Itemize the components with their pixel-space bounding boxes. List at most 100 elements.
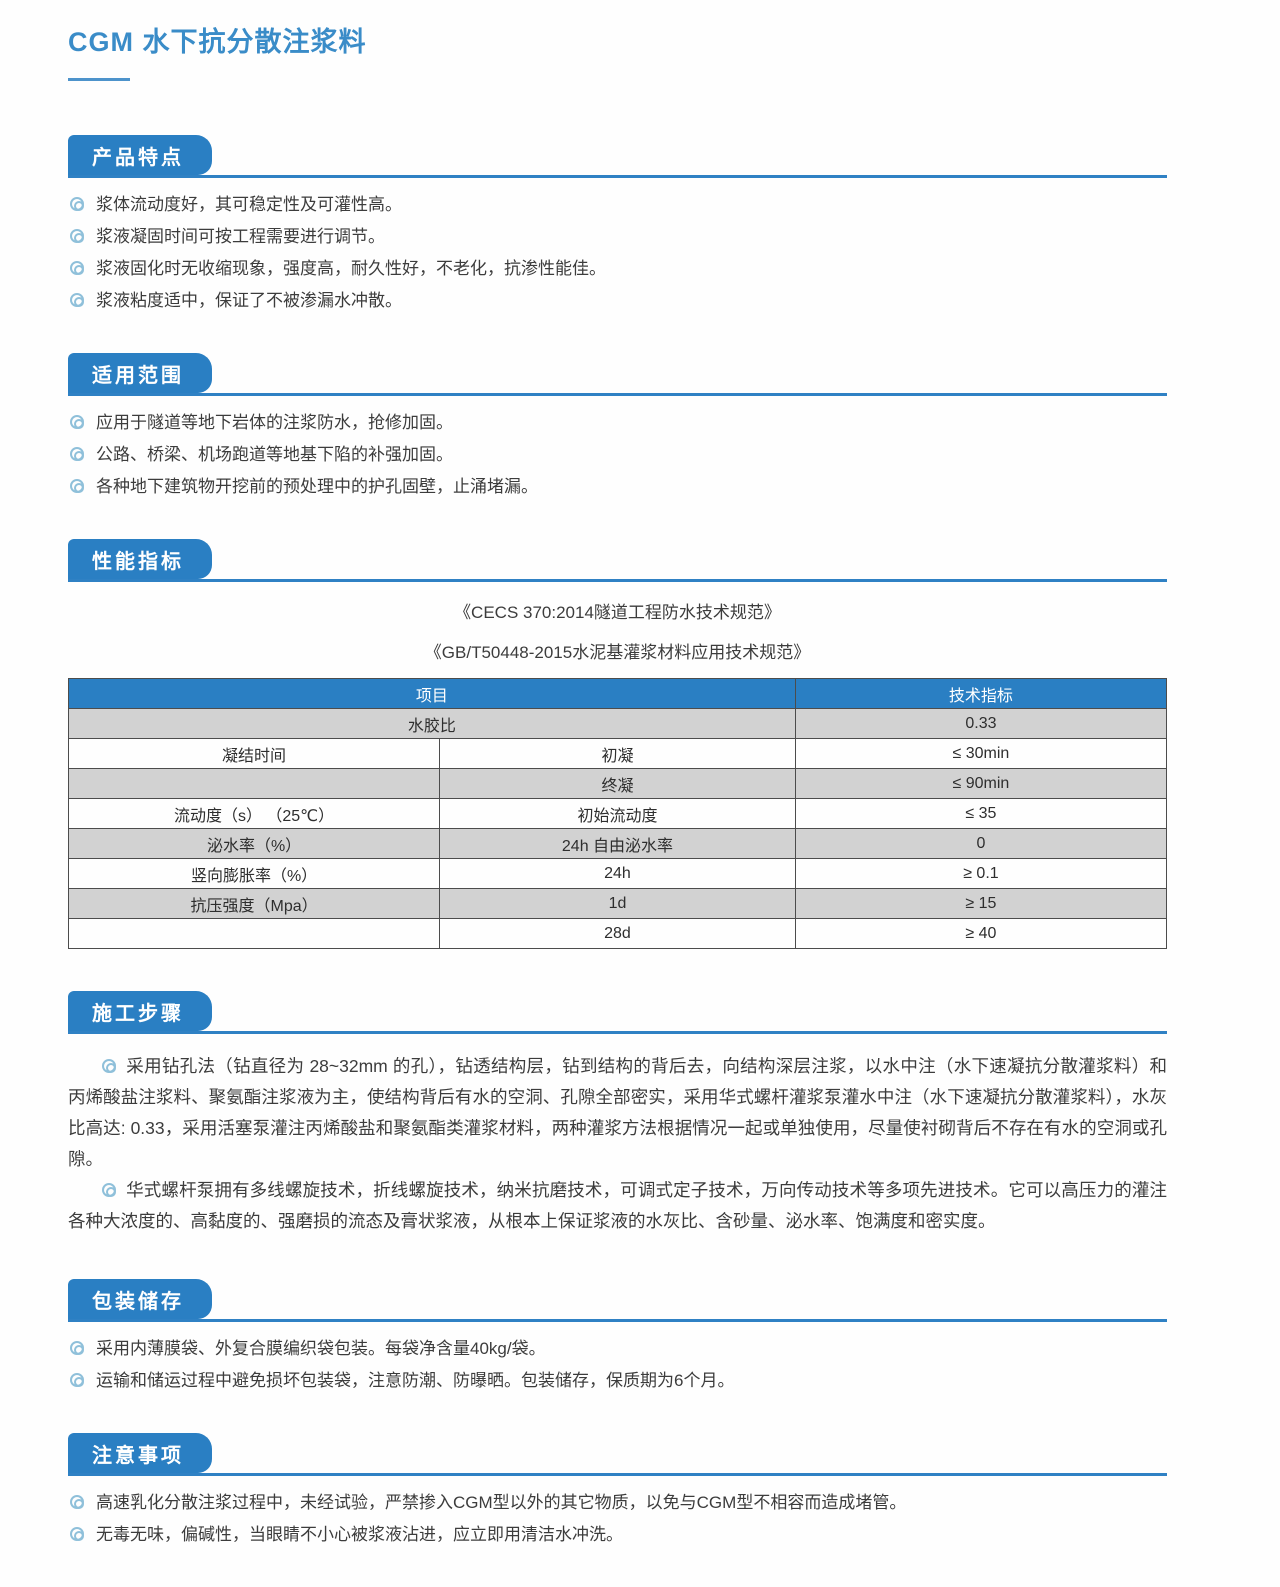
table-cell: ≥ 15	[794, 888, 1168, 919]
standards-references: 《CECS 370:2014隧道工程防水技术规范》 《GB/T50448-201…	[68, 598, 1167, 663]
standard-reference: 《GB/T50448-2015水泥基灌浆材料应用技术规范》	[424, 643, 811, 662]
section-header: 注意事项	[68, 1433, 1167, 1476]
table-row: 28d ≥ 40	[67, 918, 1168, 949]
table-header-cell: 项目	[68, 678, 796, 709]
section-tab: 施工步骤	[68, 991, 212, 1031]
section-scope: 适用范围 应用于隧道等地下岩体的注浆防水，抢修加固。 公路、桥梁、机场跑道等地基…	[68, 353, 1167, 497]
section-header: 产品特点	[68, 135, 1167, 178]
list-item: 公路、桥梁、机场跑道等地基下陷的补强加固。	[68, 445, 1167, 465]
list-item: 浆液固化时无收缩现象，强度高，耐久性好，不老化，抗渗性能佳。	[68, 259, 1167, 279]
table-cell	[67, 918, 441, 949]
paragraph: 华式螺杆泵拥有多线螺旋技术，折线螺旋技术，纳米抗磨技术，可调式定子技术，万向传动…	[68, 1175, 1167, 1237]
page-title: CGM 水下抗分散注浆料	[68, 27, 367, 57]
table-row: 终凝 ≤ 90min	[67, 768, 1168, 799]
title-underline	[68, 78, 130, 81]
table-row: 抗压强度（Mpa） 1d ≥ 15	[67, 888, 1168, 919]
table-cell: 0.33	[794, 708, 1168, 739]
list-item-text: 浆液固化时无收缩现象，强度高，耐久性好，不老化，抗渗性能佳。	[96, 259, 606, 278]
table-header-row: 项目 技术指标	[68, 678, 1168, 709]
list-item-text: 无毒无味，偏碱性，当眼睛不小心被浆液沾进，应立即用清洁水冲洗。	[96, 1525, 623, 1544]
table-cell: 0	[794, 828, 1168, 859]
scope-list: 应用于隧道等地下岩体的注浆防水，抢修加固。 公路、桥梁、机场跑道等地基下陷的补强…	[68, 413, 1167, 497]
section-header: 施工步骤	[68, 991, 1167, 1034]
paragraph-text: 采用钻孔法（钻直径为 28~32mm 的孔），钻透结构层，钻到结构的背后去，向结…	[68, 1056, 1167, 1169]
bullseye-bullet-icon	[70, 293, 84, 307]
list-item: 采用内薄膜袋、外复合膜编织袋包装。每袋净含量40kg/袋。	[68, 1339, 1167, 1359]
table-row: 流动度（s） （25℃） 初始流动度 ≤ 35	[67, 798, 1168, 829]
table-cell: 初凝	[439, 738, 796, 769]
bullseye-bullet-icon	[70, 1341, 84, 1355]
bullseye-bullet-icon	[70, 1527, 84, 1541]
section-construction: 施工步骤 采用钻孔法（钻直径为 28~32mm 的孔），钻透结构层，钻到结构的背…	[68, 991, 1167, 1237]
section-tab: 产品特点	[68, 135, 212, 175]
section-packaging: 包装储存 采用内薄膜袋、外复合膜编织袋包装。每袋净含量40kg/袋。 运输和储运…	[68, 1279, 1167, 1391]
list-item: 浆液凝固时间可按工程需要进行调节。	[68, 227, 1167, 247]
table-cell: 1d	[439, 888, 796, 919]
section-header: 性能指标	[68, 539, 1167, 582]
list-item-text: 浆液凝固时间可按工程需要进行调节。	[96, 227, 385, 246]
table-row: 泌水率（%） 24h 自由泌水率 0	[67, 828, 1168, 859]
table-cell: 终凝	[439, 768, 796, 799]
performance-table-body: 水胶比 0.33 凝结时间 初凝 ≤ 30min 终凝 ≤ 90min 流动度（s） （25℃…	[67, 708, 1168, 949]
list-item-text: 应用于隧道等地下岩体的注浆防水，抢修加固。	[96, 413, 453, 432]
list-item: 高速乳化分散注浆过程中，未经试验，严禁掺入CGM型以外的其它物质，以免与CGM型…	[68, 1493, 1167, 1513]
table-cell: ≥ 40	[794, 918, 1168, 949]
paragraph: 采用钻孔法（钻直径为 28~32mm 的孔），钻透结构层，钻到结构的背后去，向结…	[68, 1051, 1167, 1175]
list-item-text: 高速乳化分散注浆过程中，未经试验，严禁掺入CGM型以外的其它物质，以免与CGM型…	[96, 1493, 907, 1512]
bullseye-bullet-icon	[70, 447, 84, 461]
performance-table: 项目 技术指标 水胶比 0.33 凝结时间 初凝 ≤ 30min 终凝 ≤ 90min 流动度（…	[67, 678, 1168, 949]
standard-reference: 《CECS 370:2014隧道工程防水技术规范》	[454, 603, 781, 622]
section-performance: 性能指标 《CECS 370:2014隧道工程防水技术规范》 《GB/T5044…	[67, 539, 1168, 949]
table-cell: 28d	[439, 918, 796, 949]
feature-list: 浆体流动度好，其可稳定性及可灌性高。 浆液凝固时间可按工程需要进行调节。 浆液固…	[68, 195, 1167, 311]
bullseye-bullet-icon	[70, 229, 84, 243]
table-cell: 凝结时间	[67, 738, 441, 769]
notes-list: 高速乳化分散注浆过程中，未经试验，严禁掺入CGM型以外的其它物质，以免与CGM型…	[68, 1493, 1167, 1545]
table-cell: 初始流动度	[439, 798, 796, 829]
table-header-cell: 技术指标	[794, 678, 1168, 709]
table-cell: 水胶比	[68, 708, 796, 739]
performance-table-head: 项目 技术指标	[68, 678, 1168, 709]
bullseye-bullet-icon	[70, 1373, 84, 1387]
table-row: 水胶比 0.33	[68, 708, 1168, 739]
list-item: 浆体流动度好，其可稳定性及可灌性高。	[68, 195, 1167, 215]
table-cell: 流动度（s） （25℃）	[67, 798, 441, 829]
bullseye-bullet-icon	[70, 1495, 84, 1509]
section-header: 适用范围	[68, 353, 1167, 396]
list-item-text: 各种地下建筑物开挖前的预处理中的护孔固壁，止涌堵漏。	[96, 477, 538, 496]
list-item: 无毒无味，偏碱性，当眼睛不小心被浆液沾进，应立即用清洁水冲洗。	[68, 1525, 1167, 1545]
list-item-text: 公路、桥梁、机场跑道等地基下陷的补强加固。	[96, 445, 453, 464]
list-item-text: 采用内薄膜袋、外复合膜编织袋包装。每袋净含量40kg/袋。	[96, 1339, 546, 1358]
bullseye-bullet-icon	[70, 415, 84, 429]
table-cell: 泌水率（%）	[67, 828, 441, 859]
table-cell: 24h 自由泌水率	[439, 828, 796, 859]
table-cell: 抗压强度（Mpa）	[67, 888, 441, 919]
table-cell	[67, 768, 441, 799]
bullseye-bullet-icon	[70, 261, 84, 275]
section-tab: 注意事项	[68, 1433, 212, 1473]
section-tab: 适用范围	[68, 353, 212, 393]
bullseye-bullet-icon	[70, 197, 84, 211]
section-tab: 性能指标	[68, 539, 212, 579]
list-item: 应用于隧道等地下岩体的注浆防水，抢修加固。	[68, 413, 1167, 433]
table-cell: ≤ 30min	[794, 738, 1168, 769]
section-tab: 包装储存	[68, 1279, 212, 1319]
section-notes: 注意事项 高速乳化分散注浆过程中，未经试验，严禁掺入CGM型以外的其它物质，以免…	[68, 1433, 1167, 1545]
list-item-text: 浆液粘度适中，保证了不被渗漏水冲散。	[96, 291, 402, 310]
table-row: 凝结时间 初凝 ≤ 30min	[67, 738, 1168, 769]
packaging-list: 采用内薄膜袋、外复合膜编织袋包装。每袋净含量40kg/袋。 运输和储运过程中避免…	[68, 1339, 1167, 1391]
section-features: 产品特点 浆体流动度好，其可稳定性及可灌性高。 浆液凝固时间可按工程需要进行调节…	[68, 135, 1167, 311]
bullseye-bullet-icon	[102, 1183, 116, 1197]
table-cell: ≤ 35	[794, 798, 1168, 829]
bullseye-bullet-icon	[70, 479, 84, 493]
section-header: 包装储存	[68, 1279, 1167, 1322]
list-item-text: 浆体流动度好，其可稳定性及可灌性高。	[96, 195, 402, 214]
list-item: 浆液粘度适中，保证了不被渗漏水冲散。	[68, 291, 1167, 311]
list-item: 各种地下建筑物开挖前的预处理中的护孔固壁，止涌堵漏。	[68, 477, 1167, 497]
table-cell: 24h	[439, 858, 796, 889]
list-item-text: 运输和储运过程中避免损坏包装袋，注意防潮、防曝晒。包装储存，保质期为6个月。	[96, 1371, 735, 1390]
table-row: 竖向膨胀率（%） 24h ≥ 0.1	[67, 858, 1168, 889]
bullseye-bullet-icon	[102, 1059, 116, 1073]
construction-paragraphs: 采用钻孔法（钻直径为 28~32mm 的孔），钻透结构层，钻到结构的背后去，向结…	[68, 1051, 1167, 1237]
